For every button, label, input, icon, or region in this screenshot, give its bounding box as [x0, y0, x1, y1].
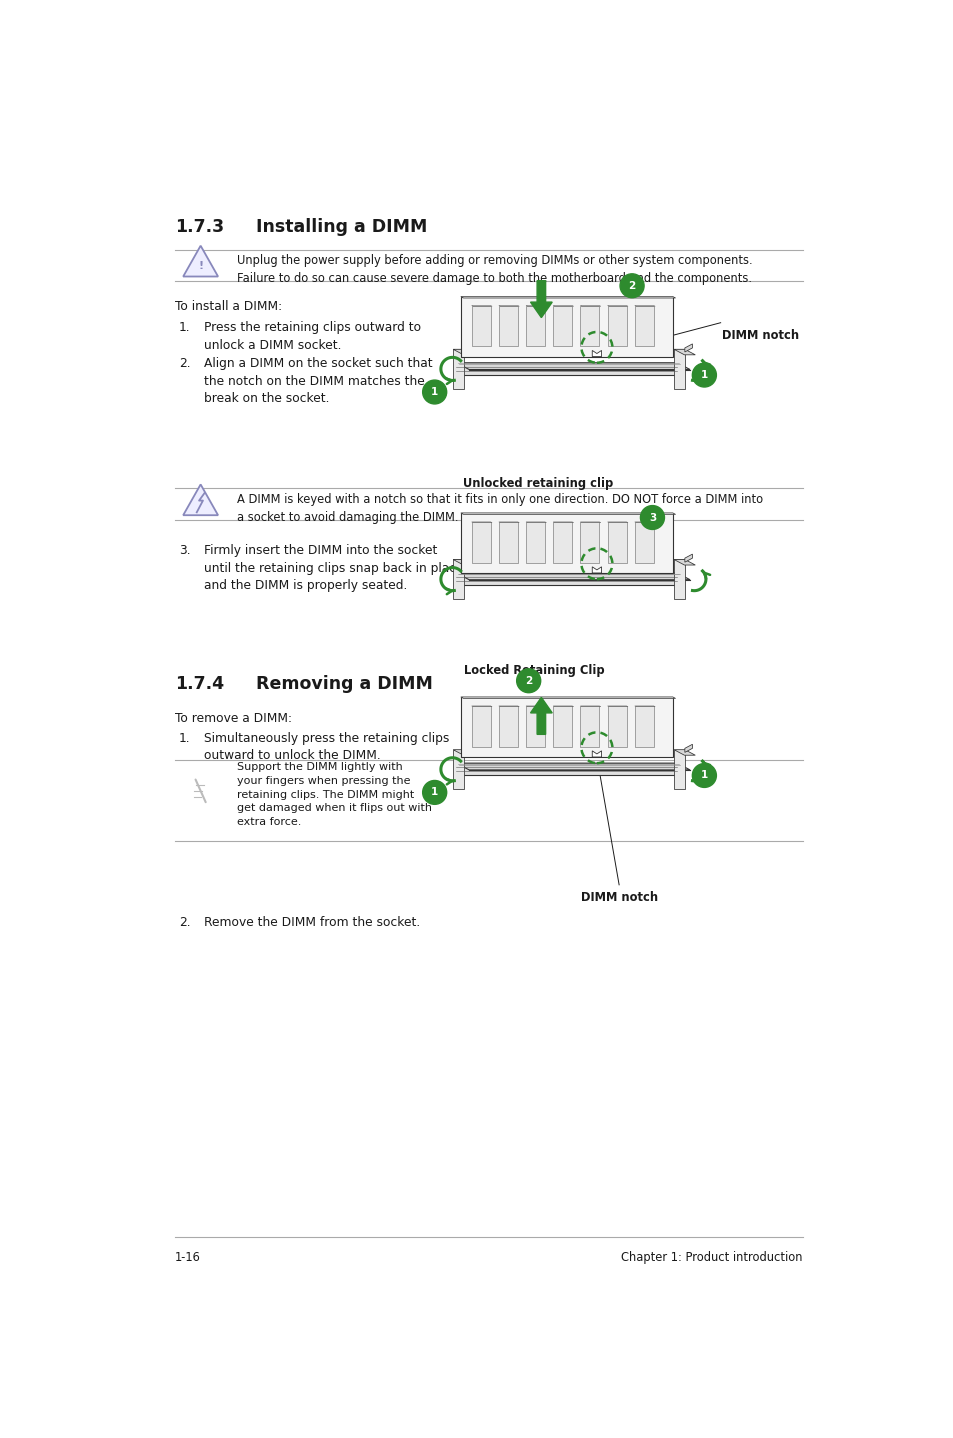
Text: 1.: 1. — [179, 321, 191, 334]
Text: Chapter 1: Product introduction: Chapter 1: Product introduction — [620, 1251, 802, 1264]
Polygon shape — [456, 572, 677, 585]
Text: 1.: 1. — [179, 732, 191, 745]
Text: To install a DIMM:: To install a DIMM: — [174, 301, 282, 313]
Circle shape — [422, 781, 446, 804]
Polygon shape — [684, 344, 692, 352]
Text: 2: 2 — [628, 280, 635, 290]
Polygon shape — [684, 745, 692, 752]
Polygon shape — [673, 749, 684, 789]
Polygon shape — [634, 522, 653, 562]
Text: Removing a DIMM: Removing a DIMM — [256, 674, 433, 693]
Polygon shape — [463, 745, 471, 752]
Polygon shape — [673, 349, 684, 388]
Text: 1.7.3: 1.7.3 — [174, 219, 224, 236]
Polygon shape — [607, 305, 626, 347]
Circle shape — [692, 764, 716, 788]
Text: Press the retaining clips outward to
unlock a DIMM socket.: Press the retaining clips outward to unl… — [204, 321, 421, 352]
Polygon shape — [579, 522, 598, 562]
Text: Simultaneously press the retaining clips
outward to unlock the DIMM.: Simultaneously press the retaining clips… — [204, 732, 450, 762]
Polygon shape — [460, 296, 672, 357]
Circle shape — [692, 364, 716, 387]
Polygon shape — [525, 522, 544, 562]
Polygon shape — [634, 305, 653, 347]
Polygon shape — [460, 513, 675, 515]
Text: 1: 1 — [700, 771, 707, 781]
Text: 3: 3 — [648, 512, 656, 522]
Polygon shape — [471, 706, 490, 746]
Polygon shape — [183, 246, 218, 276]
Polygon shape — [553, 522, 572, 562]
Text: Locked Retaining Clip: Locked Retaining Clip — [463, 664, 603, 677]
Polygon shape — [553, 706, 572, 746]
Polygon shape — [607, 706, 626, 746]
Polygon shape — [592, 351, 601, 357]
Text: !: ! — [198, 260, 203, 270]
Text: DIMM notch: DIMM notch — [721, 329, 799, 342]
Polygon shape — [498, 706, 517, 746]
Polygon shape — [579, 706, 598, 746]
FancyArrow shape — [530, 280, 552, 318]
Text: 1: 1 — [431, 788, 437, 798]
Text: 1: 1 — [431, 387, 437, 397]
Polygon shape — [673, 559, 684, 598]
Text: To remove a DIMM:: To remove a DIMM: — [174, 712, 292, 725]
Text: 2: 2 — [524, 676, 532, 686]
Polygon shape — [471, 305, 490, 347]
Text: Firmly insert the DIMM into the socket
until the retaining clips snap back in pl: Firmly insert the DIMM into the socket u… — [204, 545, 463, 592]
Text: Installing a DIMM: Installing a DIMM — [256, 219, 427, 236]
Polygon shape — [525, 305, 544, 347]
Polygon shape — [453, 559, 463, 598]
Text: 3.: 3. — [179, 545, 191, 558]
Polygon shape — [456, 362, 677, 375]
Circle shape — [639, 506, 664, 529]
Polygon shape — [456, 362, 689, 370]
Polygon shape — [673, 559, 695, 565]
FancyArrow shape — [530, 697, 552, 735]
Polygon shape — [634, 706, 653, 746]
Text: Support the DIMM lightly with
your fingers when pressing the
retaining clips. Th: Support the DIMM lightly with your finge… — [236, 762, 432, 827]
Polygon shape — [453, 749, 474, 755]
Polygon shape — [684, 554, 692, 562]
Polygon shape — [498, 522, 517, 562]
Text: Align a DIMM on the socket such that
the notch on the DIMM matches the
break on : Align a DIMM on the socket such that the… — [204, 358, 433, 406]
Polygon shape — [453, 749, 463, 789]
Text: A DIMM is keyed with a notch so that it fits in only one direction. DO NOT force: A DIMM is keyed with a notch so that it … — [236, 493, 762, 523]
Text: 1: 1 — [700, 370, 707, 380]
Text: 2.: 2. — [179, 916, 191, 929]
Text: Unlocked retaining clip: Unlocked retaining clip — [462, 477, 612, 490]
Polygon shape — [183, 485, 218, 515]
Circle shape — [422, 380, 446, 404]
Polygon shape — [460, 697, 672, 756]
Polygon shape — [579, 305, 598, 347]
Polygon shape — [460, 513, 672, 572]
Polygon shape — [673, 749, 695, 755]
Polygon shape — [456, 764, 677, 775]
Polygon shape — [456, 572, 689, 580]
Polygon shape — [453, 559, 474, 565]
Text: 1.7.4: 1.7.4 — [174, 674, 224, 693]
Text: DIMM notch: DIMM notch — [580, 892, 657, 905]
Circle shape — [517, 669, 540, 693]
Polygon shape — [453, 349, 463, 388]
Text: 1-16: 1-16 — [174, 1251, 201, 1264]
Polygon shape — [673, 349, 695, 355]
Circle shape — [619, 273, 643, 298]
Polygon shape — [471, 522, 490, 562]
Polygon shape — [592, 751, 601, 756]
Polygon shape — [453, 349, 474, 355]
Polygon shape — [456, 764, 689, 769]
Polygon shape — [498, 305, 517, 347]
Polygon shape — [460, 697, 675, 699]
Text: Remove the DIMM from the socket.: Remove the DIMM from the socket. — [204, 916, 420, 929]
Text: 2.: 2. — [179, 358, 191, 371]
Polygon shape — [592, 567, 601, 572]
Polygon shape — [463, 554, 471, 562]
Polygon shape — [607, 522, 626, 562]
Polygon shape — [460, 296, 675, 298]
Polygon shape — [463, 344, 471, 352]
Polygon shape — [553, 305, 572, 347]
Text: Unplug the power supply before adding or removing DIMMs or other system componen: Unplug the power supply before adding or… — [236, 255, 752, 285]
Polygon shape — [525, 706, 544, 746]
